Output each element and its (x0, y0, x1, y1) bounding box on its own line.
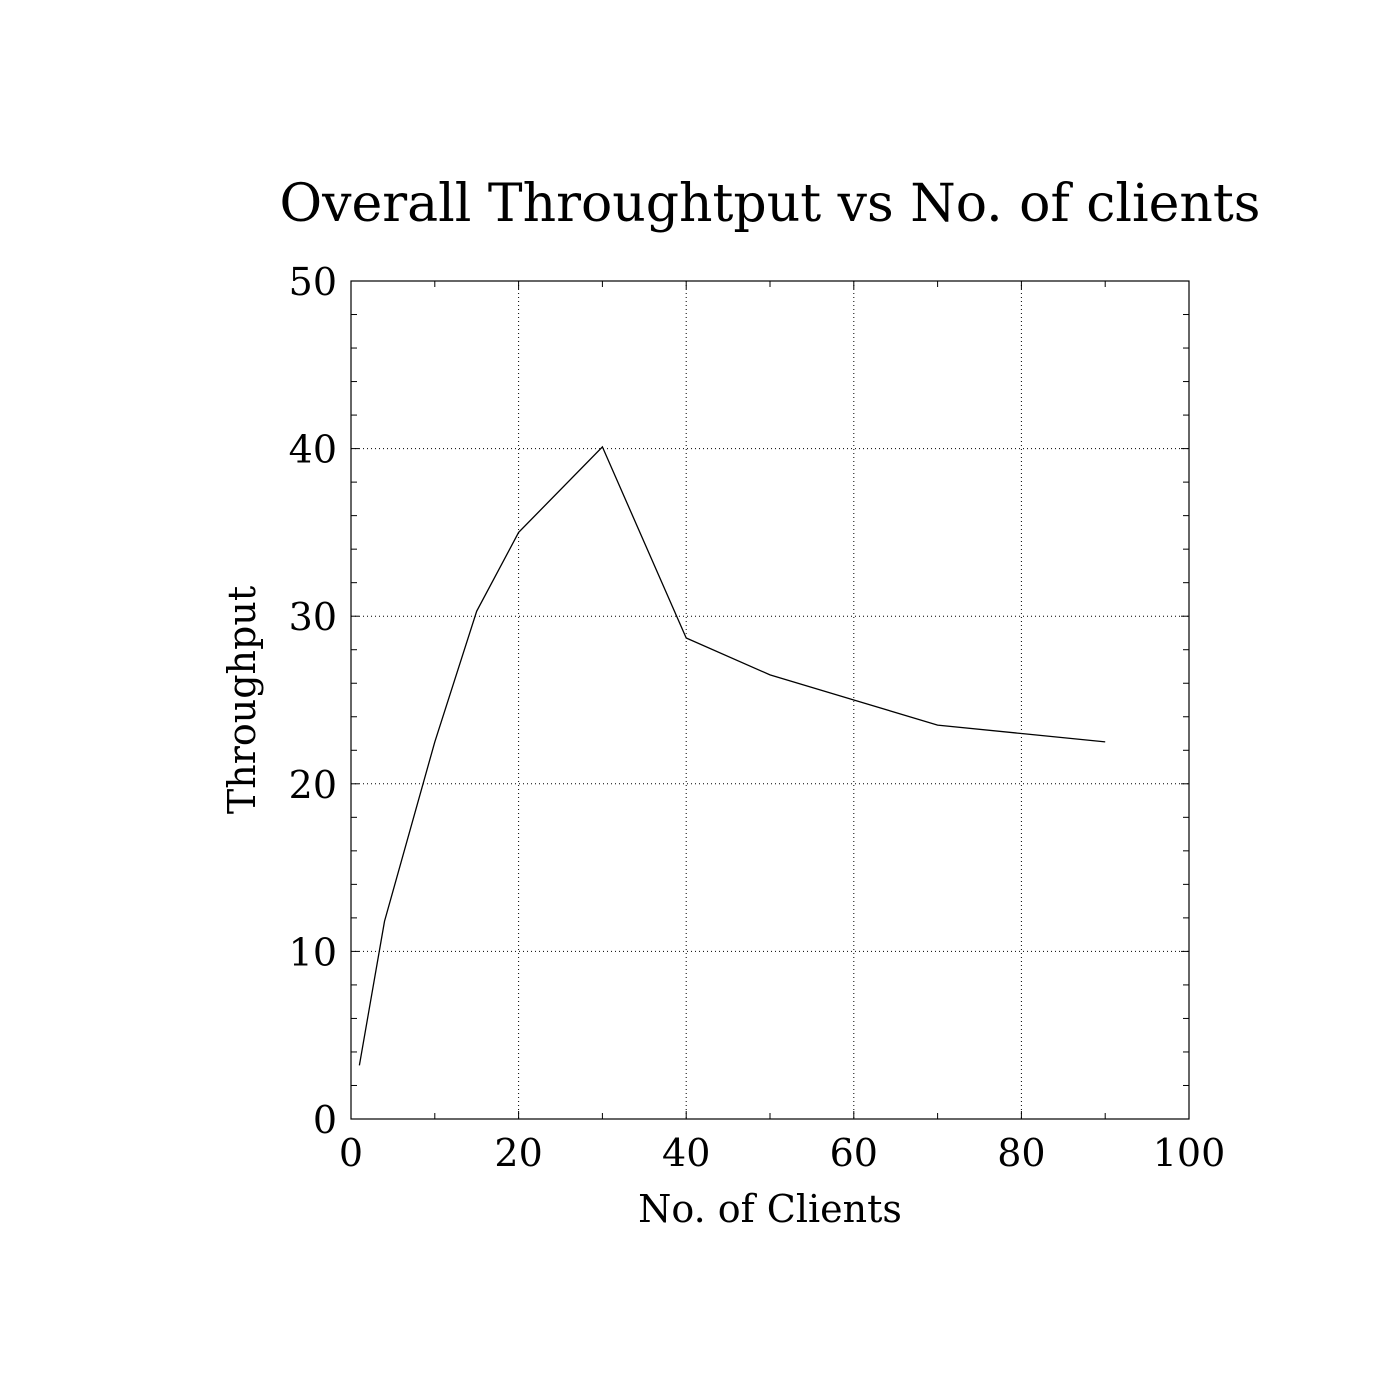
x-axis-label: No. of Clients (638, 1187, 902, 1231)
x-tick-labels: 0 20 40 60 80 100 (339, 1131, 1225, 1175)
minor-ticks (350, 280, 1190, 1120)
grid-lines (351, 281, 1189, 1119)
x-tick-label: 20 (494, 1131, 542, 1175)
y-tick-label: 40 (289, 428, 337, 472)
y-tick-label: 10 (289, 930, 337, 974)
chart-title: Overall Throughtput vs No. of clients (280, 174, 1261, 234)
y-tick-label: 30 (289, 595, 337, 639)
x-tick-label: 0 (339, 1131, 363, 1175)
y-tick-label: 0 (313, 1098, 337, 1142)
y-axis-label: Throughput (220, 586, 264, 814)
plot-frame (350, 280, 1190, 1120)
y-tick-label: 20 (289, 763, 337, 807)
x-tick-label: 80 (997, 1131, 1045, 1175)
x-tick-label: 60 (830, 1131, 878, 1175)
y-tick-labels: 0 10 20 30 40 50 (289, 260, 337, 1142)
series-group (358, 445, 1106, 1066)
y-tick-label: 50 (289, 260, 337, 304)
x-tick-label: 100 (1153, 1131, 1226, 1175)
x-tick-label: 40 (662, 1131, 710, 1175)
series-line (358, 445, 1106, 1066)
